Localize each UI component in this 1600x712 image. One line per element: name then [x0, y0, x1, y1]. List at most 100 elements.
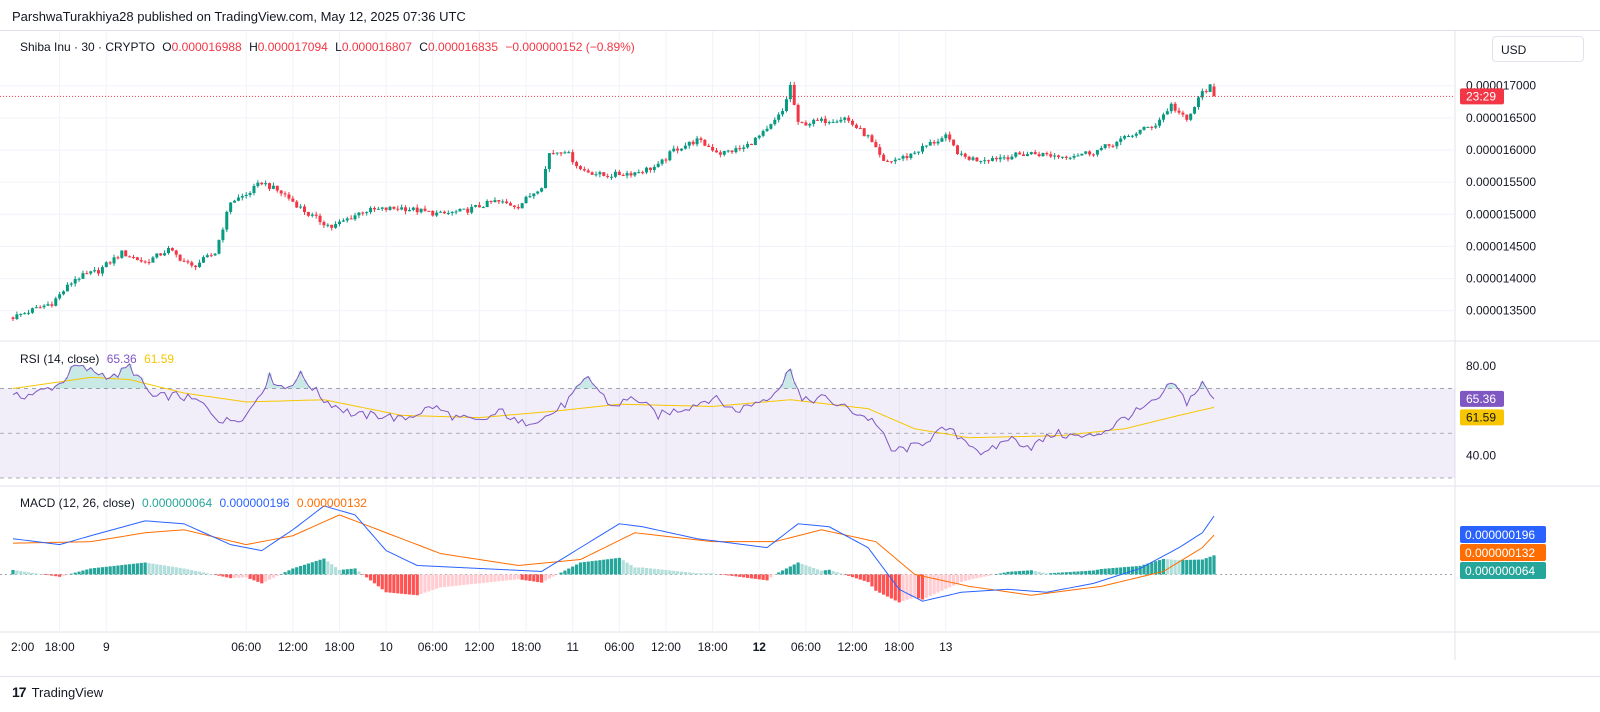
macd-histogram-bar	[170, 566, 174, 575]
candle	[155, 253, 159, 258]
candle	[404, 207, 408, 212]
macd-histogram-bar	[194, 570, 198, 575]
candle	[1150, 126, 1154, 128]
macd-histogram-bar	[703, 573, 707, 575]
macd-histogram-bar	[1041, 572, 1045, 575]
macd-histogram-bar	[306, 563, 310, 575]
candle	[485, 200, 489, 208]
candle	[1064, 156, 1068, 158]
macd-histogram-bar	[438, 574, 443, 588]
candle	[1041, 153, 1045, 157]
candle	[1053, 155, 1057, 157]
macd-histogram-bar	[260, 574, 264, 584]
macd-histogram-bar	[648, 568, 653, 575]
macd-histogram-bar	[341, 569, 345, 575]
macd-histogram-bar	[178, 567, 182, 575]
candle	[50, 304, 54, 306]
macd-histogram-bar	[322, 558, 326, 575]
currency-button[interactable]: USD	[1492, 36, 1584, 62]
macd-histogram-bar	[555, 574, 559, 575]
candle	[1057, 155, 1061, 158]
macd-histogram-bar	[450, 574, 454, 587]
rsi-tick-label: 40.00	[1466, 449, 1496, 463]
macd-histogram-bar	[796, 562, 800, 575]
macd-histogram-bar	[1134, 566, 1138, 575]
macd-histogram-bar	[1018, 571, 1022, 575]
macd-histogram-bar	[672, 570, 676, 575]
candle	[139, 260, 143, 262]
macd-histogram-bar	[252, 574, 256, 581]
macd-histogram-bar	[644, 567, 649, 575]
candle	[714, 150, 718, 153]
candle	[765, 128, 769, 132]
candle	[186, 261, 190, 263]
candle	[77, 278, 81, 280]
symbol-label[interactable]: Shiba Inu · 30 · CRYPTO	[20, 40, 155, 54]
macd-histogram-bar	[714, 573, 719, 575]
price-tick-label: 0.000013500	[1466, 304, 1536, 318]
macd-histogram-bar	[291, 568, 295, 575]
candle	[240, 196, 244, 198]
macd-histogram-bar	[1200, 559, 1204, 575]
candle	[163, 253, 167, 256]
candle	[252, 186, 256, 194]
macd-label[interactable]: MACD (12, 26, close)	[20, 496, 135, 510]
candle	[310, 214, 314, 216]
candle	[1088, 151, 1092, 155]
macd-histogram-bar	[442, 574, 447, 588]
candle	[1072, 155, 1076, 158]
macd-histogram-bar	[240, 574, 244, 578]
macd-histogram-bar	[396, 574, 400, 594]
candle	[971, 157, 975, 160]
macd-histogram-bar	[609, 558, 614, 575]
macd-histogram-bar	[403, 574, 408, 595]
macd-histogram-bar	[318, 559, 322, 575]
candle	[625, 173, 629, 176]
candle	[1025, 154, 1029, 157]
macd-histogram-bar	[734, 574, 738, 577]
candle	[928, 142, 932, 146]
candle	[229, 202, 233, 212]
macd-histogram-bar	[539, 574, 544, 583]
rsi-label[interactable]: RSI (14, close)	[20, 352, 100, 366]
candle	[287, 194, 291, 199]
candle	[656, 163, 660, 167]
candle	[1029, 152, 1033, 155]
macd-histogram-bar	[1014, 571, 1018, 575]
macd-histogram-bar	[994, 574, 998, 575]
macd-hist-value: 0.000000064	[142, 496, 213, 510]
macd-histogram-bar	[563, 570, 567, 575]
candle	[586, 170, 590, 173]
candle	[983, 160, 987, 162]
candle	[256, 182, 260, 187]
macd-histogram-bar	[197, 571, 202, 575]
macd-histogram-bar	[232, 574, 237, 578]
time-tick-label: 12:00	[278, 640, 308, 654]
candle	[446, 212, 450, 214]
candle	[27, 312, 31, 314]
macd-histogram-bar	[466, 574, 470, 585]
macd-histogram-bar	[664, 569, 668, 575]
macd-histogram-bar	[93, 568, 97, 575]
footer-brand[interactable]: TradingView	[31, 684, 104, 700]
macd-histogram-bar	[46, 574, 50, 576]
candle	[1123, 136, 1127, 139]
candle	[633, 172, 637, 176]
macd-histogram-bar	[302, 564, 307, 575]
candle	[575, 162, 579, 167]
macd-histogram-bar	[314, 561, 318, 575]
time-tick-label: 11	[566, 640, 579, 654]
candle	[866, 135, 870, 137]
candle	[11, 317, 15, 319]
macd-value-badge	[1460, 526, 1546, 543]
macd-histogram-bar	[901, 574, 905, 602]
macd-histogram-bar	[854, 574, 859, 579]
macd-histogram-bar	[186, 569, 190, 575]
macd-line	[12, 505, 1215, 602]
price-tick-label: 0.000016000	[1466, 143, 1536, 157]
candle	[882, 154, 886, 161]
macd-histogram-bar	[1084, 570, 1088, 575]
macd-histogram-bar	[162, 565, 167, 575]
macd-histogram-bar	[58, 574, 62, 577]
